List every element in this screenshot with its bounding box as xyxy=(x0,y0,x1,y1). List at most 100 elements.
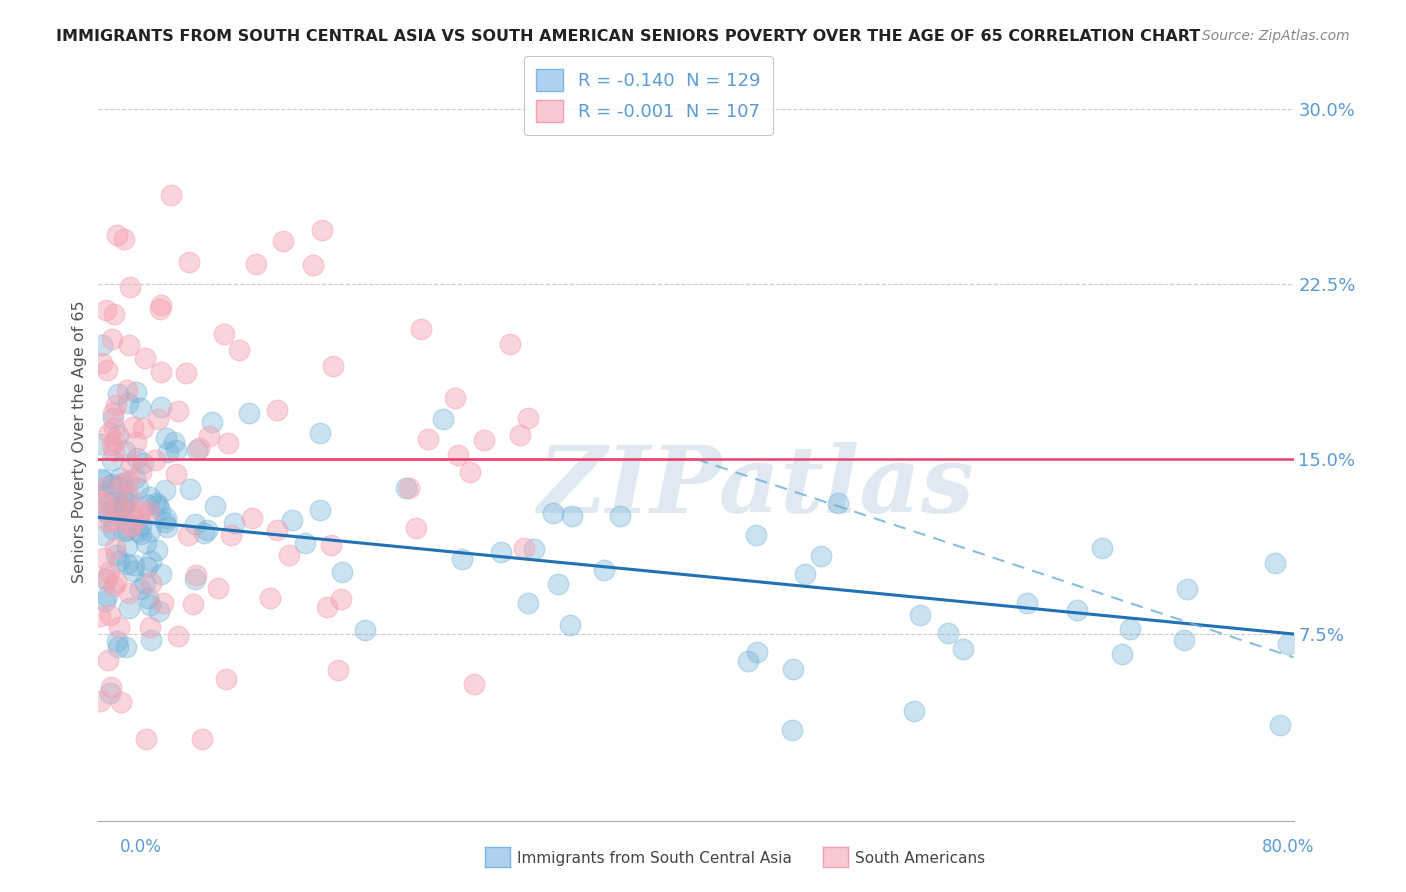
Point xyxy=(405,520,427,534)
Point xyxy=(121,457,143,471)
Point xyxy=(148,604,170,618)
Point xyxy=(139,633,162,648)
Point xyxy=(1017,596,1039,610)
Point xyxy=(489,545,512,559)
Text: 0.0%: 0.0% xyxy=(120,838,162,855)
Point xyxy=(98,686,121,700)
Point xyxy=(499,336,522,351)
Point xyxy=(121,564,143,578)
Point xyxy=(127,524,149,539)
Point xyxy=(188,441,211,455)
Point xyxy=(96,589,118,603)
Point xyxy=(101,438,124,452)
Point xyxy=(444,391,467,405)
Point xyxy=(134,351,156,365)
Text: Source: ZipAtlas.com: Source: ZipAtlas.com xyxy=(1202,29,1350,43)
Point xyxy=(330,591,353,606)
Point xyxy=(105,634,128,648)
Point xyxy=(523,541,546,556)
Point xyxy=(319,538,342,552)
Point xyxy=(149,503,172,517)
Point xyxy=(146,412,169,426)
Point xyxy=(124,470,146,484)
Point xyxy=(214,672,236,686)
Point xyxy=(117,495,139,509)
Point xyxy=(108,554,131,568)
Point xyxy=(186,442,208,457)
Point xyxy=(91,356,114,370)
Point xyxy=(157,445,180,459)
Point xyxy=(93,473,115,487)
Point xyxy=(558,618,581,632)
Point xyxy=(93,528,115,542)
Point xyxy=(217,436,239,450)
Point xyxy=(97,508,120,523)
Legend: R = -0.140  N = 129, R = -0.001  N = 107: R = -0.140 N = 129, R = -0.001 N = 107 xyxy=(523,56,773,135)
Point xyxy=(104,398,127,412)
Point xyxy=(115,557,138,571)
Point xyxy=(97,653,120,667)
Point xyxy=(93,551,115,566)
Point xyxy=(409,322,432,336)
Point xyxy=(198,429,221,443)
Point xyxy=(332,565,354,579)
Point xyxy=(311,223,333,237)
Point xyxy=(107,640,129,654)
Point xyxy=(561,508,583,523)
Point xyxy=(322,359,344,373)
Point xyxy=(155,511,177,525)
Point xyxy=(138,620,160,634)
Point xyxy=(936,626,959,640)
Point xyxy=(89,609,111,624)
Point xyxy=(107,498,129,512)
Point xyxy=(103,406,125,420)
Text: 80.0%: 80.0% xyxy=(1263,838,1315,855)
Text: IMMIGRANTS FROM SOUTH CENTRAL ASIA VS SOUTH AMERICAN SENIORS POVERTY OVER THE AG: IMMIGRANTS FROM SOUTH CENTRAL ASIA VS SO… xyxy=(56,29,1201,44)
Text: ZIPatlas: ZIPatlas xyxy=(537,442,974,532)
Point xyxy=(174,366,197,380)
Point xyxy=(101,476,124,491)
Point xyxy=(97,515,120,529)
Point xyxy=(160,188,183,202)
Point xyxy=(259,591,281,606)
Point xyxy=(810,549,832,563)
Point xyxy=(107,387,129,401)
Point xyxy=(193,526,215,541)
Point xyxy=(207,582,229,596)
Point xyxy=(96,572,118,586)
Point xyxy=(1264,557,1286,571)
Point xyxy=(122,505,145,519)
Point xyxy=(219,527,242,541)
Point xyxy=(125,434,148,449)
Point xyxy=(97,566,120,580)
Point xyxy=(184,516,207,531)
Point xyxy=(117,474,139,488)
Point xyxy=(186,567,208,582)
Point xyxy=(149,566,172,581)
Point xyxy=(1277,636,1299,650)
Point xyxy=(1091,541,1114,555)
Point xyxy=(107,479,129,493)
Point xyxy=(1066,603,1088,617)
Point xyxy=(120,520,142,534)
Point xyxy=(517,595,540,609)
Point xyxy=(593,563,616,577)
Point xyxy=(222,516,245,530)
Point xyxy=(309,425,332,440)
Point xyxy=(308,503,330,517)
Point xyxy=(513,541,536,555)
Point xyxy=(112,231,135,245)
Point xyxy=(94,594,117,608)
Point xyxy=(294,536,316,550)
Point xyxy=(238,406,260,420)
Point xyxy=(139,576,162,591)
Point xyxy=(117,383,139,397)
Point xyxy=(165,467,187,481)
Point xyxy=(125,450,148,465)
Point xyxy=(96,480,118,494)
Point xyxy=(176,527,198,541)
Point xyxy=(91,496,114,510)
Point xyxy=(122,420,145,434)
Point xyxy=(131,421,153,435)
Point xyxy=(418,432,440,446)
